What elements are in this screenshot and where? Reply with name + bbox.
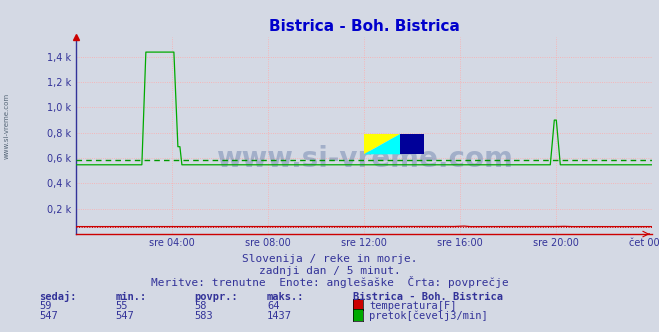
Text: Bistrica - Boh. Bistrica: Bistrica - Boh. Bistrica <box>353 292 503 302</box>
Text: www.si-vreme.com: www.si-vreme.com <box>3 93 10 159</box>
Text: maks.:: maks.: <box>267 292 304 302</box>
Polygon shape <box>364 134 400 154</box>
Text: povpr.:: povpr.: <box>194 292 238 302</box>
Title: Bistrica - Boh. Bistrica: Bistrica - Boh. Bistrica <box>269 19 459 34</box>
Text: Meritve: trenutne  Enote: anglešaške  Črta: povprečje: Meritve: trenutne Enote: anglešaške Črta… <box>151 276 508 288</box>
Text: 58: 58 <box>194 301 207 311</box>
Text: 547: 547 <box>115 311 134 321</box>
Text: Slovenija / reke in morje.: Slovenija / reke in morje. <box>242 254 417 264</box>
Text: pretok[čevelj3/min]: pretok[čevelj3/min] <box>369 311 488 321</box>
Text: 55: 55 <box>115 301 128 311</box>
Text: www.si-vreme.com: www.si-vreme.com <box>215 145 513 173</box>
Text: 59: 59 <box>40 301 52 311</box>
Text: temperatura[F]: temperatura[F] <box>369 301 457 311</box>
Text: sedaj:: sedaj: <box>40 291 77 302</box>
Text: 64: 64 <box>267 301 279 311</box>
Text: 1437: 1437 <box>267 311 292 321</box>
Text: 583: 583 <box>194 311 213 321</box>
Polygon shape <box>364 134 400 154</box>
Text: min.:: min.: <box>115 292 146 302</box>
Text: zadnji dan / 5 minut.: zadnji dan / 5 minut. <box>258 266 401 276</box>
Text: 547: 547 <box>40 311 58 321</box>
Bar <box>400 134 424 154</box>
